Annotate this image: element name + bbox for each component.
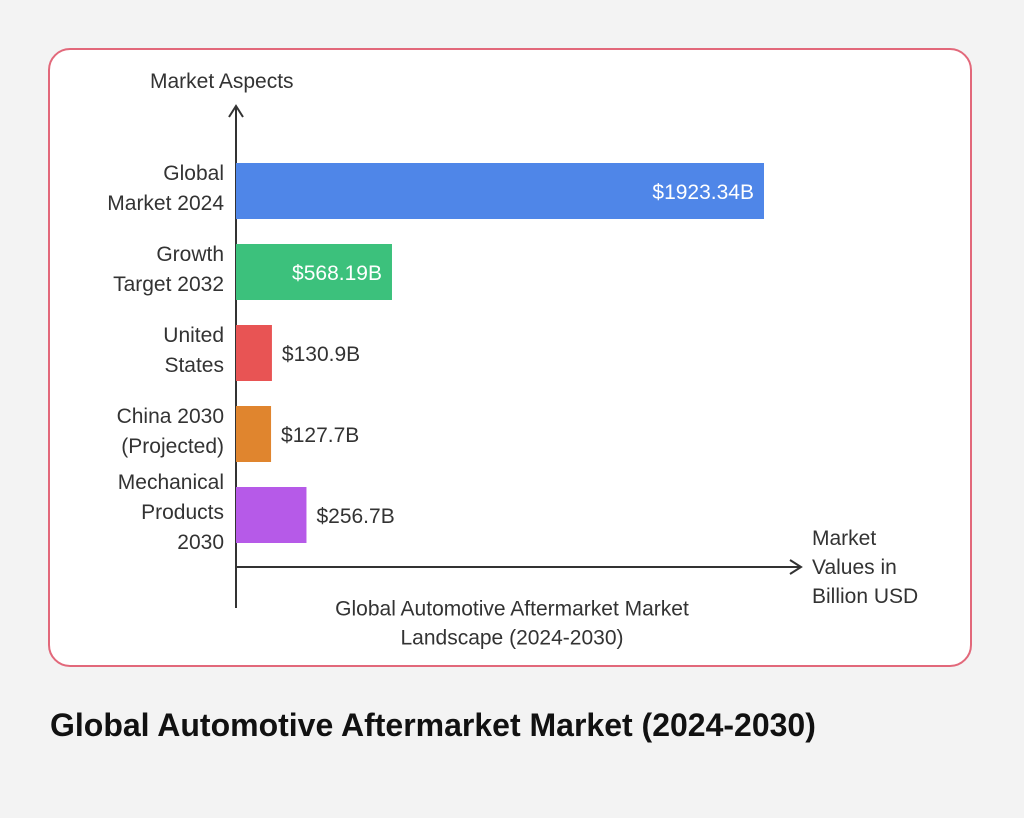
category-label-4: China 2030 (Projected) <box>117 405 224 458</box>
value-label-5: $256.7B <box>316 505 394 528</box>
category-label-5: Mechanical Products 2030 <box>118 471 224 554</box>
chart-card: Market Aspects Market Values in Billion US… <box>48 48 972 667</box>
value-label-3: $130.9B <box>282 343 360 366</box>
bar-5 <box>236 487 307 543</box>
chart-svg: Market Aspects Market Values in Billion US… <box>107 70 918 650</box>
value-label-1: $1923.34B <box>652 181 754 204</box>
category-label-1: Global Market 2024 <box>107 162 224 215</box>
bar-3 <box>236 325 272 381</box>
x-axis-arrow <box>789 559 803 575</box>
page-title: Global Automotive Aftermarket Market (20… <box>50 707 816 743</box>
y-axis-arrow <box>228 104 244 118</box>
chart-caption: Global Automotive Aftermarket Market Land… <box>335 598 689 650</box>
value-label-2: $568.19B <box>292 262 382 285</box>
y-axis-label: Market Aspects <box>150 70 294 93</box>
bars-group: Global Market 2024 $1923.34B Growth Target 2… <box>107 162 764 554</box>
x-axis-label: Market Values in Billion USD <box>812 527 918 608</box>
category-label-2: Growth Target 2032 <box>113 243 224 296</box>
bar-2 <box>236 244 392 300</box>
category-label-3: United States <box>163 324 224 377</box>
bar-1 <box>236 163 764 219</box>
value-label-4: $127.7B <box>281 424 359 447</box>
bar-4 <box>236 406 272 462</box>
